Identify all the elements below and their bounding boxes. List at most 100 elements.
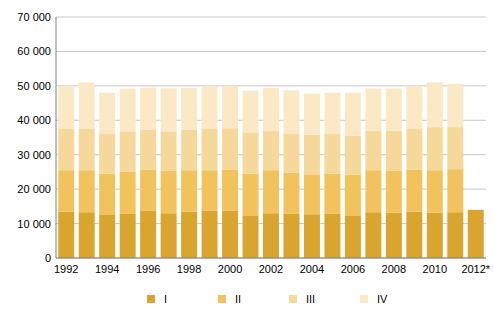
bar-segment (263, 131, 279, 171)
bar-segment (140, 88, 156, 130)
bar-segment (181, 212, 197, 258)
bar-segment (202, 129, 218, 170)
bar-segment (447, 169, 463, 212)
bar-segment (283, 133, 299, 172)
y-tick-label: 10 000 (17, 218, 51, 230)
bar-segment (427, 127, 443, 170)
x-tick-label: 2000 (218, 263, 242, 275)
legend-swatch (147, 295, 155, 303)
bar-segment (243, 174, 259, 216)
bar-segment (447, 212, 463, 258)
x-tick-label: 2002 (259, 263, 283, 275)
bar-segment (99, 133, 115, 173)
bar-segment (263, 88, 279, 131)
x-tick-label: 1996 (136, 263, 160, 275)
bar-segment (365, 212, 381, 258)
x-tick-label: 1998 (177, 263, 201, 275)
bar-segment (202, 210, 218, 258)
bar-segment (58, 212, 74, 258)
bar-segment (161, 171, 177, 213)
x-tick-label: 2008 (382, 263, 406, 275)
bar-segment (79, 129, 95, 170)
bar-segment (304, 174, 320, 214)
legend-label: IV (377, 293, 388, 305)
grid-line (56, 51, 486, 52)
bar-segment (283, 214, 299, 258)
y-tick-label: 0 (45, 252, 51, 264)
bar-segment (120, 131, 136, 172)
bar-segment (324, 93, 340, 134)
bar-segment (58, 87, 74, 129)
bar-segment (365, 89, 381, 131)
bar-segment (386, 89, 402, 131)
bar-segment (222, 86, 238, 128)
bar-segment (447, 84, 463, 127)
bar-segment (427, 170, 443, 212)
x-tick-label: 2004 (300, 263, 324, 275)
x-tick-label: 1994 (95, 263, 119, 275)
bar-segment (345, 93, 361, 136)
chart: 010 00020 00030 00040 00050 00060 00070 … (0, 0, 494, 328)
x-tick-label: 1992 (54, 263, 78, 275)
bar-segment (386, 131, 402, 171)
bar-segment (161, 88, 177, 131)
bar-segment (79, 212, 95, 258)
bar-segment (99, 93, 115, 134)
bar-segment (202, 170, 218, 210)
bar-segment (386, 171, 402, 213)
legend-swatch (360, 295, 368, 303)
x-axis (56, 258, 486, 259)
bar-segment (243, 91, 259, 133)
bar-segment (304, 94, 320, 135)
bar-segment (120, 89, 136, 132)
bar-segment (140, 210, 156, 258)
bar-segment (365, 131, 381, 171)
bar-segment (140, 130, 156, 170)
bar-segment (283, 173, 299, 214)
bar-segment (222, 210, 238, 258)
grid-line (56, 258, 486, 259)
y-tick-label: 60 000 (17, 45, 51, 57)
y-tick-label: 20 000 (17, 183, 51, 195)
legend-swatch (218, 295, 226, 303)
bar-segment (283, 90, 299, 133)
bar-segment (406, 212, 422, 258)
bar-segment (79, 82, 95, 128)
y-axis (56, 17, 57, 258)
y-tick-label: 50 000 (17, 80, 51, 92)
bar-segment (304, 214, 320, 258)
bar-segment (99, 174, 115, 215)
bar-segment (386, 213, 402, 258)
bar-segment (263, 213, 279, 258)
bar-segment (427, 213, 443, 258)
bar-segment (345, 175, 361, 216)
y-tick-label: 70 000 (17, 11, 51, 23)
y-tick-label: 30 000 (17, 149, 51, 161)
bar-segment (181, 170, 197, 211)
bar-segment (406, 87, 422, 129)
bars (58, 82, 483, 258)
bar-segment (406, 129, 422, 170)
bar-segment (345, 136, 361, 175)
bar-segment (120, 172, 136, 214)
bar-segment (202, 87, 218, 129)
bar-segment (140, 170, 156, 211)
bar-segment (406, 170, 422, 212)
x-tick-label: 2010 (423, 263, 447, 275)
bar-segment (181, 88, 197, 130)
legend-label: III (306, 293, 315, 305)
bar-segment (324, 214, 340, 258)
grid-line (56, 85, 486, 86)
bar-segment (222, 170, 238, 211)
bar-segment (79, 170, 95, 212)
bar-segment (324, 174, 340, 214)
bar-segment (161, 213, 177, 258)
legend-label: I (164, 293, 167, 305)
bar-segment (58, 170, 74, 211)
bar-segment (99, 215, 115, 258)
legend-label: II (235, 293, 241, 305)
bar-segment (222, 128, 238, 169)
bar-segment (263, 170, 279, 213)
bar-segment (304, 135, 320, 175)
bar-segment (345, 216, 361, 258)
